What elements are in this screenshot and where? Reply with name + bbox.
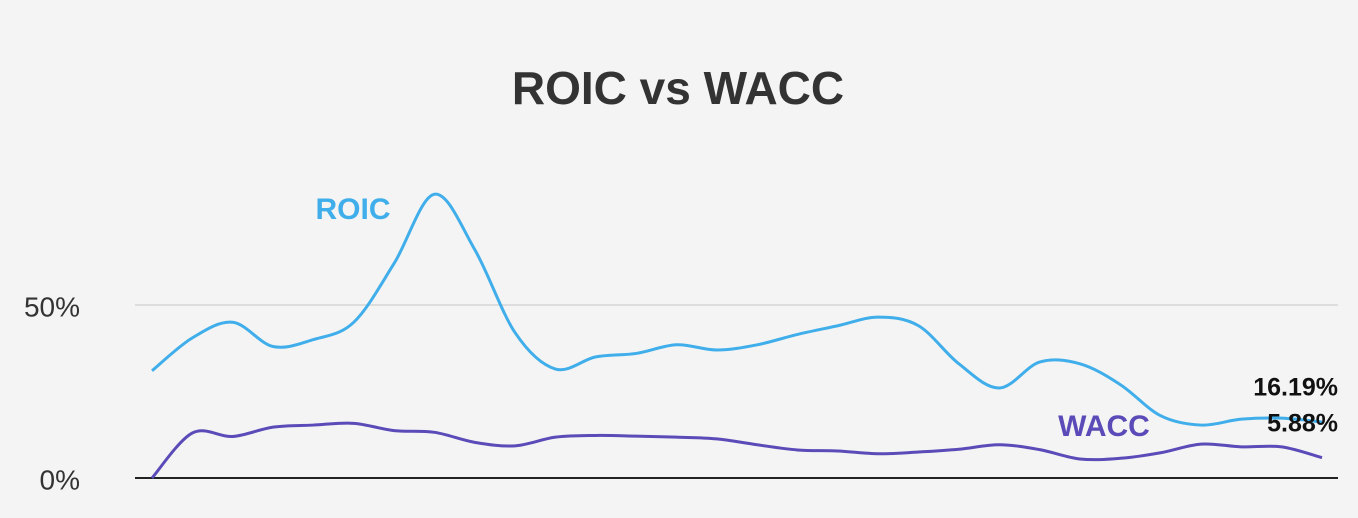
value-label: 16.19% — [1253, 374, 1338, 402]
series-label: WACC — [1058, 410, 1150, 443]
chart-title: ROIC vs WACC — [512, 62, 844, 114]
series-line — [151, 192, 1323, 427]
y-tick-label: 50% — [24, 291, 80, 322]
series-label: ROIC — [316, 193, 391, 226]
value-label: 5.88% — [1267, 410, 1338, 438]
series-line — [150, 421, 1323, 480]
y-tick-label: 0% — [40, 464, 80, 495]
